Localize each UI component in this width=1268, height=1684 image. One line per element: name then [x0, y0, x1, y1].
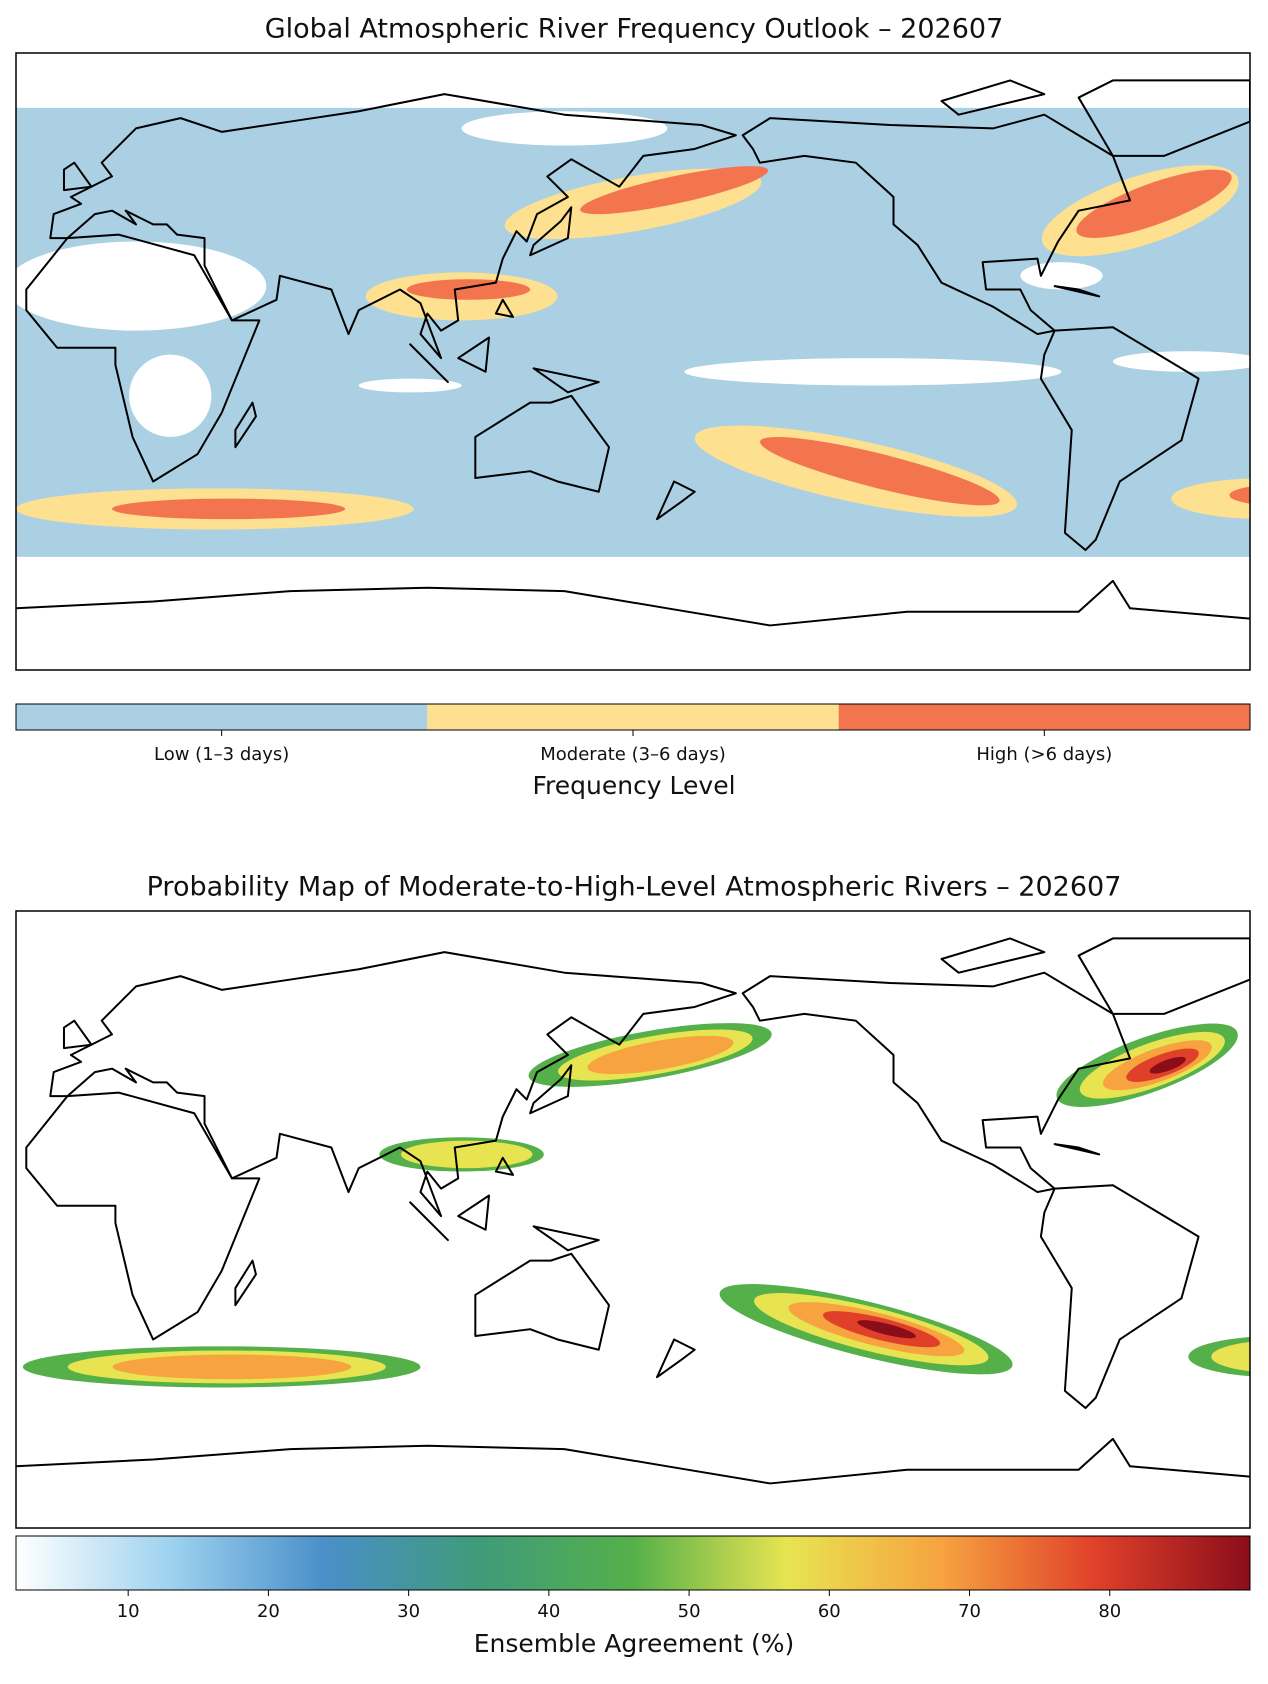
no-signal-region: [129, 354, 212, 437]
map-title: Global Atmospheric River Frequency Outlo…: [265, 14, 1004, 45]
agreement-region: [1211, 1341, 1250, 1372]
no-signal-region: [16, 241, 267, 331]
colorbar-gradient: [15, 1535, 1251, 1591]
no-signal-region: [684, 358, 1062, 386]
colorbar-frame: [15, 703, 1251, 731]
colorbar-tick-label: 70: [958, 1601, 981, 1622]
agreement-region: [587, 1035, 734, 1075]
moderate-region: [1171, 478, 1250, 519]
no-signal-region: [1112, 351, 1250, 372]
map-probability: [16, 938, 1250, 1483]
agreement-region: [400, 1140, 533, 1169]
colorbar-tick-label: 60: [818, 1601, 841, 1622]
high-region: [111, 498, 346, 520]
coastlines: [16, 938, 1250, 1483]
map-title: Probability Map of Moderate-to-High-Leve…: [147, 872, 1122, 903]
colorbar-tick-label: High (>6 days): [976, 744, 1112, 765]
high-region: [1076, 169, 1232, 238]
map-frame: [15, 52, 1251, 671]
no-signal-region: [358, 378, 462, 393]
colorbar-tick-label: 20: [257, 1601, 280, 1622]
high-region: [406, 279, 531, 300]
colorbar-swatch: [16, 704, 428, 730]
no-signal-region: [461, 111, 668, 146]
colorbar-tick-label: 30: [397, 1601, 420, 1622]
map-frequency: [16, 80, 1250, 625]
agreement-region: [857, 1320, 916, 1339]
colorbar-tick-label: 50: [678, 1601, 701, 1622]
colorbar-swatch: [838, 704, 1250, 730]
colorbar: Low (1–3 days) Moderate (3–6 days) High (>…: [15, 703, 1251, 765]
colorbar-label: Ensemble Agreement (%): [474, 1629, 795, 1658]
colorbar-tick-label: 40: [537, 1601, 560, 1622]
high-region: [1229, 486, 1250, 504]
colorbar-tick-label: 80: [1098, 1601, 1121, 1622]
high-region: [580, 166, 769, 215]
colorbar-swatch: [427, 704, 839, 730]
colorbar-label: Frequency Level: [532, 771, 735, 800]
high-region: [759, 437, 1000, 506]
no-signal-region: [1020, 262, 1103, 290]
colorbar-tick-label: 10: [117, 1601, 140, 1622]
agreement-region: [1149, 1056, 1186, 1074]
colorbar-tick-label: Moderate (3–6 days): [540, 744, 725, 765]
colorbar: 10 20 30 40 50 60 70 80: [15, 1535, 1251, 1622]
map-frame: [15, 910, 1251, 1529]
colorbar-tick-label: Low (1–3 days): [154, 744, 289, 765]
agreement-region: [112, 1354, 352, 1380]
